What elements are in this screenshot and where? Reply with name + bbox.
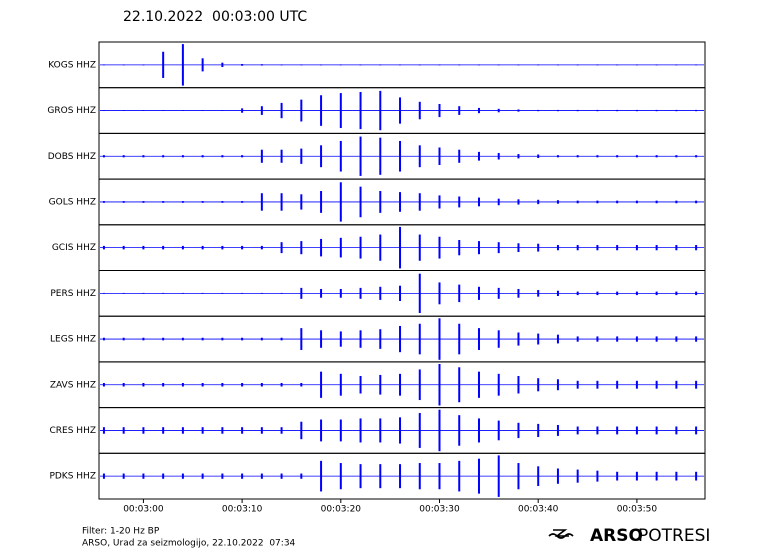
x-tick-label: 00:03:00 [123,505,164,515]
station-label: GOLS HHZ [49,197,96,207]
station-label: GROS HHZ [47,106,96,116]
footer-line: Filter: 1-20 Hz BP [82,527,160,537]
x-tick-label: 00:03:20 [321,505,362,515]
station-label: DOBS HHZ [48,152,96,162]
footer-line: ARSO, Urad za seizmologijo, 22.10.2022 0… [82,539,296,549]
station-label: CRES HHZ [50,426,97,436]
brand-icon [548,529,574,539]
station-label: ZAVS HHZ [50,380,96,390]
x-tick-label: 00:03:30 [419,505,460,515]
x-tick-label: 00:03:50 [617,505,658,515]
panel-frame [98,452,706,500]
x-tick-label: 00:03:10 [222,505,263,515]
brand-bold: ARSO [590,526,643,546]
station-label: PDKS HHZ [49,472,96,482]
brand-light: POTRESI [638,526,710,546]
station-label: GCIS HHZ [52,243,96,253]
chart-title: 22.10.2022 00:03:00 UTC [123,9,307,25]
station-label: LEGS HHZ [50,335,96,345]
station-label: KOGS HHZ [48,60,96,70]
station-label: PERS HHZ [50,289,96,299]
x-tick-label: 00:03:40 [518,505,559,515]
